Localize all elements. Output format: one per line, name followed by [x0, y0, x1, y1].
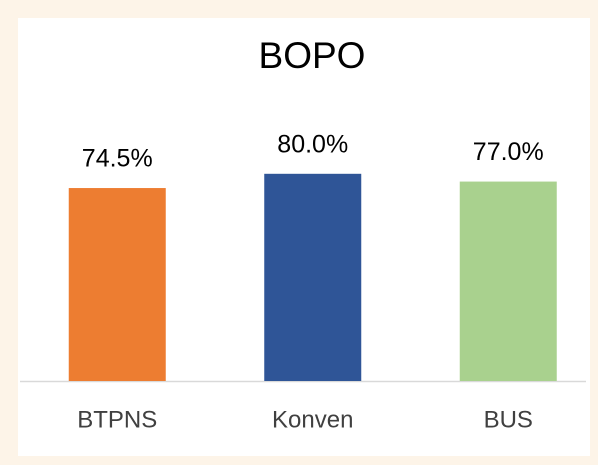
- chart-title: BOPO: [259, 35, 366, 76]
- data-label: 77.0%: [473, 138, 544, 166]
- bar: [459, 181, 557, 381]
- data-label: 80.0%: [277, 130, 348, 158]
- x-tick-label: BUS: [484, 406, 533, 433]
- bar: [264, 173, 362, 381]
- bar: [68, 188, 166, 381]
- x-tick-label: Konven: [272, 406, 353, 433]
- data-label: 74.5%: [82, 145, 153, 173]
- x-tick-label: BTPNS: [77, 406, 157, 433]
